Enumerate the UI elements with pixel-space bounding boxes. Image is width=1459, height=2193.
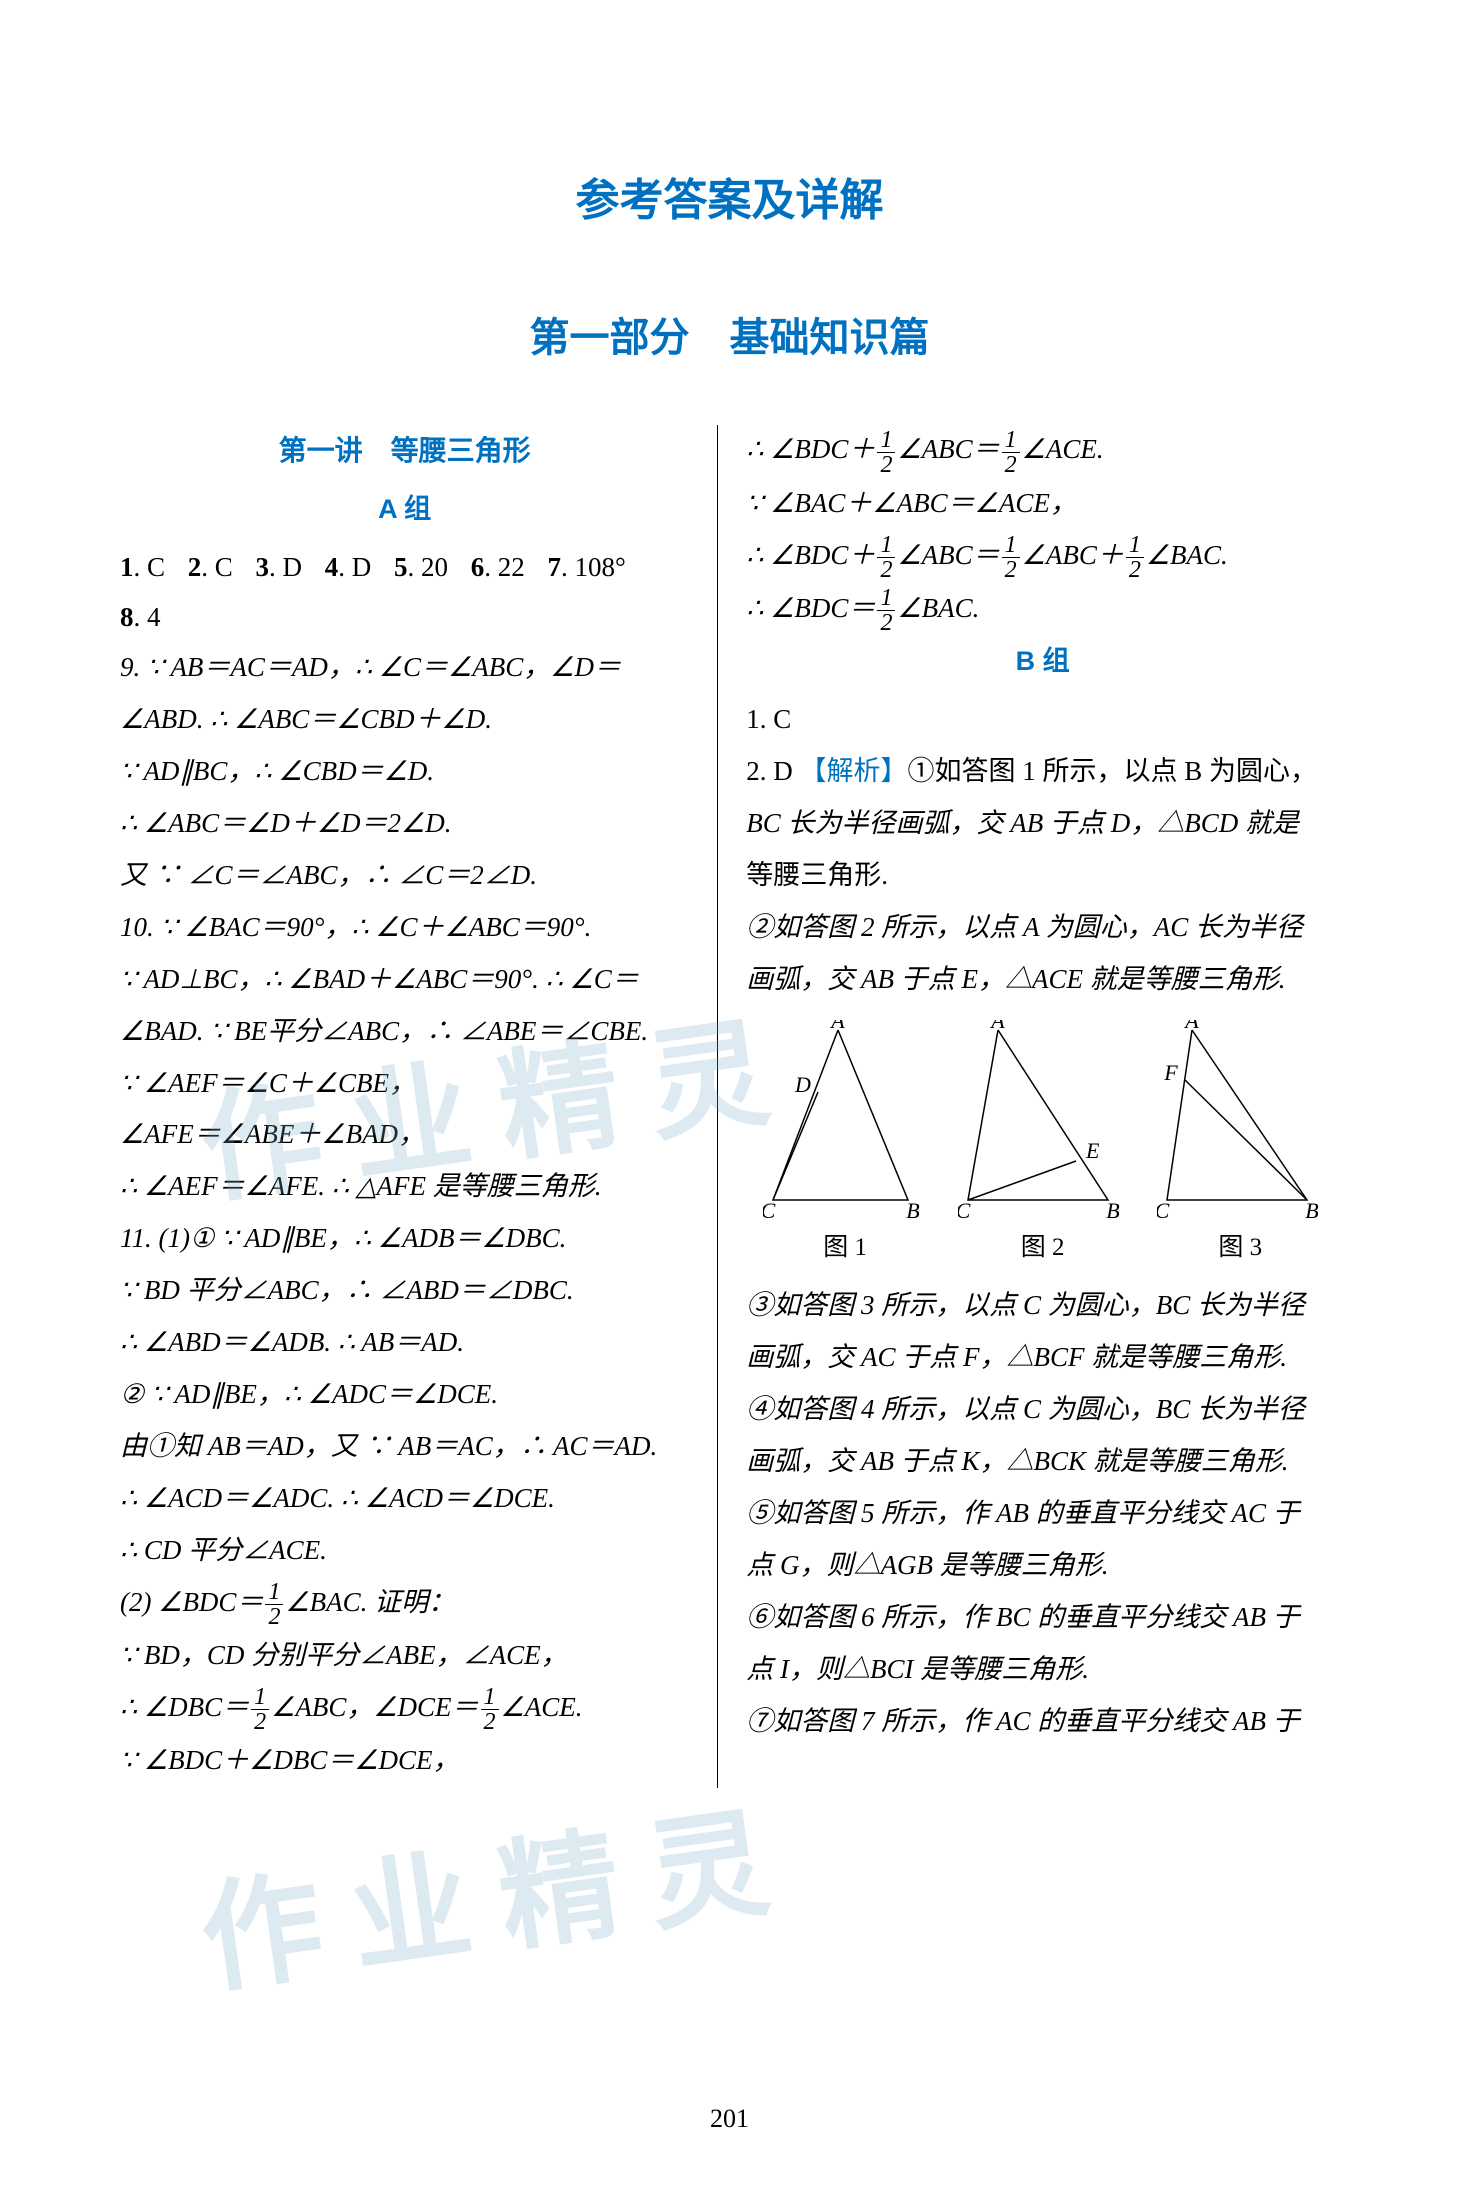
q11-line: ∵ BD 平分∠ABC，∴ ∠ABD＝∠DBC. — [120, 1266, 689, 1316]
q9-line: 9. ∵ AB＝AC＝AD，∴ ∠C＝∠ABC，∠D＝ — [120, 643, 689, 693]
b2-line: 画弧，交 AB 于点 E，△ACE 就是等腰三角形. — [746, 955, 1339, 1005]
b2-line: BC 长为半径画弧，交 AB 于点 D，△BCD 就是 — [746, 799, 1339, 849]
q11-line: ∴ ∠ABD＝∠ADB. ∴ AB＝AD. — [120, 1318, 689, 1368]
q9-line: ∴ ∠ABC＝∠D＋∠D＝2∠D. — [120, 799, 689, 849]
q11-2-line: (2) ∠BDC＝12∠BAC. 证明： — [120, 1578, 689, 1629]
cont-line: ∵ ∠BAC＋∠ABC＝∠ACE， — [746, 479, 1339, 529]
svg-text:B: B — [907, 1198, 920, 1220]
q9-line: ∠ABD. ∴ ∠ABC＝∠CBD＋∠D. — [120, 695, 689, 745]
answer-row-2: 8. 4 — [120, 593, 689, 643]
column-right: ∴ ∠BDC＋12∠ABC＝12∠ACE. ∵ ∠BAC＋∠ABC＝∠ACE， … — [717, 425, 1339, 1788]
svg-text:B: B — [1106, 1198, 1119, 1220]
fig-caption: 图 2 — [1021, 1225, 1065, 1271]
cont-line: ∴ ∠BDC＝12∠BAC. — [746, 584, 1339, 635]
group-a-label: A 组 — [120, 485, 689, 535]
svg-text:C: C — [763, 1198, 776, 1220]
q9-line: ∵ AD∥BC，∴ ∠CBD＝∠D. — [120, 747, 689, 797]
q11-line: ∴ CD 平分∠ACE. — [120, 1526, 689, 1576]
b3-line: ③如答图 3 所示，以点 C 为圆心，BC 长为半径 — [746, 1281, 1339, 1331]
b5-line: 点 G，则△AGB 是等腰三角形. — [746, 1541, 1339, 1591]
analysis-label: 【解析】 — [800, 756, 908, 786]
svg-text:C: C — [958, 1198, 971, 1220]
b6-line: ⑥如答图 6 所示，作 BC 的垂直平分线交 AB 于 — [746, 1593, 1339, 1643]
q10-line: ∵ AD⊥BC，∴ ∠BAD＋∠ABC＝90°. ∴ ∠C＝ — [120, 955, 689, 1005]
b6-line: 点 I，则△BCI 是等腰三角形. — [746, 1645, 1339, 1695]
b5-line: ⑤如答图 5 所示，作 AB 的垂直平分线交 AC 于 — [746, 1489, 1339, 1539]
cont-line: ∴ ∠BDC＋12∠ABC＝12∠ACE. — [746, 425, 1339, 476]
figure-captions: 图 1 图 2 图 3 — [746, 1225, 1339, 1271]
q11-line: 由①知 AB＝AD，又 ∵ AB＝AC，∴ AC＝AD. — [120, 1422, 689, 1472]
svg-text:D: D — [794, 1072, 811, 1097]
b3-line: 画弧，交 AC 于点 F，△BCF 就是等腰三角形. — [746, 1333, 1339, 1383]
q10-line: ∠BAD. ∵ BE平分∠ABC，∴ ∠ABE＝∠CBE. — [120, 1007, 689, 1057]
b7-line: ⑦如答图 7 所示，作 AC 的垂直平分线交 AB 于 — [746, 1697, 1339, 1747]
q11-2-line: ∵ ∠BDC＋∠DBC＝∠DCE， — [120, 1736, 689, 1786]
svg-text:A: A — [989, 1020, 1005, 1033]
cont-line: ∴ ∠BDC＋12∠ABC＝12∠ABC＋12∠BAC. — [746, 531, 1339, 582]
q10-line: ∵ ∠AEF＝∠C＋∠CBE， — [120, 1059, 689, 1109]
fig-caption: 图 1 — [823, 1225, 867, 1271]
q11-line: ② ∵ AD∥BE，∴ ∠ADC＝∠DCE. — [120, 1370, 689, 1420]
b2-line: 2. D 【解析】①如答图 1 所示，以点 B 为圆心， — [746, 747, 1339, 797]
answer-row-1: 1. C 2. C 3. D 4. D 5. 20 6. 22 7. 108° — [120, 543, 689, 593]
svg-text:E: E — [1085, 1138, 1100, 1163]
svg-text:A: A — [830, 1020, 846, 1033]
svg-text:C: C — [1157, 1198, 1170, 1220]
svg-text:F: F — [1163, 1060, 1178, 1085]
q11-2-line: ∴ ∠DBC＝12∠ABC，∠DCE＝12∠ACE. — [120, 1683, 689, 1734]
b2-line: 等腰三角形. — [746, 851, 1339, 901]
part-title: 第一部分 基础知识篇 — [120, 301, 1339, 375]
fig-caption: 图 3 — [1218, 1225, 1262, 1271]
b4-line: ④如答图 4 所示，以点 C 为圆心，BC 长为半径 — [746, 1385, 1339, 1435]
b2-line: ②如答图 2 所示，以点 A 为圆心，AC 长为半径 — [746, 903, 1339, 953]
q10-line: 10. ∵ ∠BAC＝90°，∴ ∠C＋∠ABC＝90°. — [120, 903, 689, 953]
b1-answer: 1. C — [746, 695, 1339, 745]
page-number: 201 — [0, 2095, 1459, 2143]
group-b-label: B 组 — [746, 637, 1339, 687]
figure-3: A B C F — [1157, 1020, 1322, 1220]
q10-line: ∠AFE＝∠ABE＋∠BAD， — [120, 1110, 689, 1160]
q11-line: ∴ ∠ACD＝∠ADC. ∴ ∠ACD＝∠DCE. — [120, 1474, 689, 1524]
svg-text:A: A — [1183, 1020, 1199, 1033]
b4-line: 画弧，交 AB 于点 K，△BCK 就是等腰三角形. — [746, 1437, 1339, 1487]
page-title: 参考答案及详解 — [120, 160, 1339, 241]
q11-2-line: ∵ BD，CD 分别平分∠ABE，∠ACE， — [120, 1631, 689, 1681]
section-title: 第一讲 等腰三角形 — [120, 425, 689, 477]
watermark: 作业精灵 — [187, 1749, 812, 2052]
svg-text:B: B — [1305, 1198, 1318, 1220]
figure-row: A B C D A B C E A B C F — [746, 1020, 1339, 1220]
column-left: 第一讲 等腰三角形 A 组 1. C 2. C 3. D 4. D 5. 20 … — [120, 425, 717, 1788]
figure-1: A B C D — [763, 1020, 923, 1220]
q10-line: ∴ ∠AEF＝∠AFE. ∴ △AFE 是等腰三角形. — [120, 1162, 689, 1212]
figure-2: A B C E — [958, 1020, 1123, 1220]
q11-line: 11. (1)① ∵ AD∥BE，∴ ∠ADB＝∠DBC. — [120, 1214, 689, 1264]
columns: 第一讲 等腰三角形 A 组 1. C 2. C 3. D 4. D 5. 20 … — [120, 425, 1339, 1788]
q9-line: 又 ∵ ∠C＝∠ABC，∴ ∠C＝2∠D. — [120, 851, 689, 901]
